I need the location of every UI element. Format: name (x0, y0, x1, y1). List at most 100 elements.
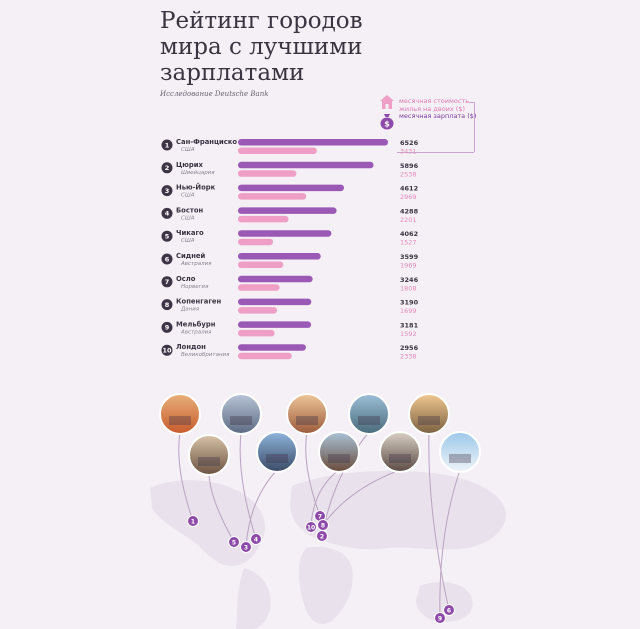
country-label: Австралия (180, 329, 212, 335)
salary-value: 3246 (400, 276, 419, 284)
rank-badge (161, 344, 173, 356)
rent-bar (238, 215, 289, 223)
city-photo (159, 393, 201, 435)
rent-value: 2969 (400, 193, 417, 201)
rent-value: 1592 (400, 330, 417, 338)
rent-value: 3431 (400, 148, 417, 156)
rank-number: 4 (165, 210, 170, 218)
map-marker (316, 530, 328, 542)
city-label: Мельбурн (176, 320, 216, 328)
city-label: Сан-Франциско (176, 138, 237, 146)
rent-bar (238, 261, 284, 268)
salary-value: 6526 (400, 139, 419, 147)
legend-bracket (474, 102, 475, 152)
map-africa (299, 546, 353, 624)
city-photo (348, 393, 390, 435)
rent-value: 2201 (400, 216, 417, 224)
title-line-3: зарплатами (160, 60, 305, 86)
city-label: Нью-Йорк (176, 183, 216, 192)
subtitle: Исследование Deutsche Bank (160, 90, 269, 98)
rent-bar (238, 329, 275, 337)
city-photo (188, 434, 230, 476)
rent-value: 2538 (400, 170, 417, 178)
connector-line (178, 431, 194, 522)
rent-bar (238, 307, 278, 314)
city-photo (439, 431, 481, 473)
rent-bar (238, 238, 274, 246)
city-skyline (418, 416, 440, 425)
rent-value: 1969 (400, 262, 417, 270)
rank-number: 3 (165, 187, 170, 195)
map-marker (443, 604, 455, 616)
rank-number: 1 (165, 141, 170, 149)
salary-value: 4062 (400, 230, 418, 238)
connector-line (305, 431, 321, 517)
city-photo (318, 431, 360, 473)
rent-bar (238, 170, 297, 177)
map-marker (228, 536, 240, 548)
city-label: Бостон (176, 206, 203, 214)
connector-line (310, 469, 340, 528)
map-marker-number: 2 (320, 533, 324, 540)
rent-bar (238, 193, 307, 200)
city-skyline (328, 454, 350, 463)
salary-bar (238, 275, 313, 283)
map-marker-number: 9 (438, 615, 442, 622)
rent-bar (238, 352, 292, 360)
rent-value: 1808 (400, 284, 417, 292)
map-australia (416, 582, 473, 622)
rank-number: 10 (162, 347, 172, 355)
map-marker-number: 4 (254, 536, 258, 543)
salary-bar (238, 161, 374, 169)
salary-bar (238, 298, 312, 306)
city-label: Сидней (176, 252, 206, 260)
city-photo (286, 393, 328, 435)
salary-bar (238, 207, 337, 214)
legend-bracket-top (469, 102, 474, 103)
city-skyline (358, 416, 380, 425)
salary-value: 3181 (400, 321, 419, 329)
connector-line (322, 469, 401, 526)
city-label: Чикаго (176, 229, 204, 237)
salary-bar (238, 139, 388, 146)
house-icon (380, 95, 394, 109)
connector-line (428, 431, 450, 611)
country-label: США (181, 193, 195, 199)
money-bag-icon: $ (380, 114, 394, 130)
map-marker-number: 10 (307, 524, 315, 531)
country-label: Швейцария (181, 170, 215, 176)
country-label: Норвегия (181, 284, 209, 290)
map-eurasia (290, 470, 506, 550)
rank-badge (161, 276, 173, 288)
rank-badge (161, 185, 173, 197)
page-title: Рейтинг городов мира с лучшими зарплатам… (160, 8, 460, 86)
map-marker (305, 521, 317, 533)
country-label: Великобритания (181, 352, 230, 358)
city-label: Осло (176, 275, 196, 283)
legend-rent-label: месячная стоимость жилья на двоих ($) (399, 97, 470, 113)
salary-value: 4612 (400, 185, 418, 193)
city-photo (379, 431, 421, 473)
rent-value: 1527 (400, 239, 417, 247)
rank-number: 9 (165, 324, 170, 332)
city-photo (408, 393, 450, 435)
country-label: США (181, 215, 195, 221)
map-south-america (236, 568, 271, 629)
rank-badge (161, 162, 173, 174)
rank-number: 6 (165, 255, 170, 263)
salary-value: 4288 (400, 207, 419, 215)
rent-value: 2338 (400, 353, 417, 361)
map-marker-number: 1 (191, 518, 195, 525)
map-marker-number: 3 (244, 544, 248, 551)
map-marker-number: 8 (321, 522, 325, 529)
city-label: Лондон (176, 343, 206, 351)
rank-badge (161, 321, 173, 333)
rent-bar (238, 284, 280, 291)
country-label: США (181, 147, 195, 153)
salary-value: 2956 (400, 344, 419, 352)
map-marker-number: 7 (318, 513, 322, 520)
rent-bar (238, 147, 317, 154)
salary-bar (238, 344, 306, 351)
rank-badge (161, 230, 173, 242)
